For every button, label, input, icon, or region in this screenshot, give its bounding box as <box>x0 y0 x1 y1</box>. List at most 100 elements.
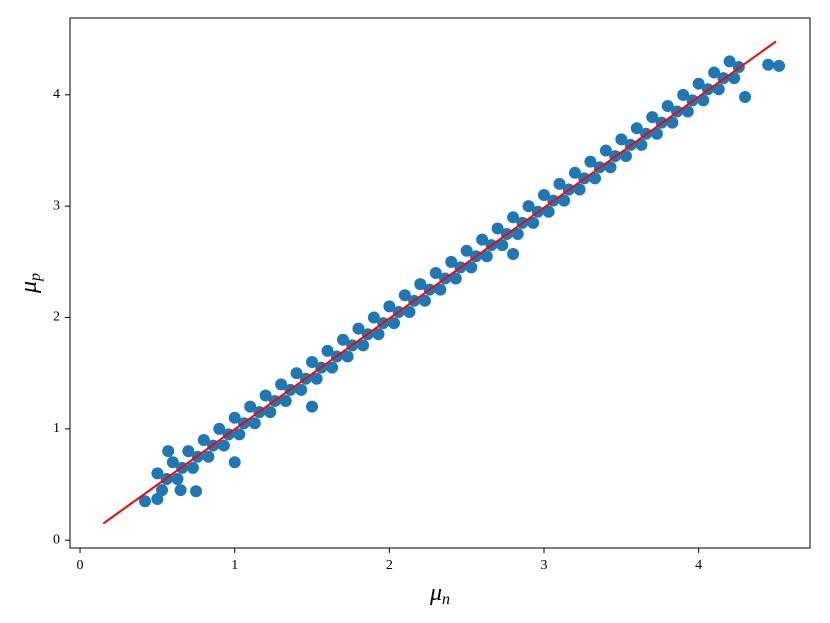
scatter-point <box>584 155 597 168</box>
y-tick-label: 1 <box>53 421 60 436</box>
scatter-point <box>403 305 416 318</box>
scatter-point <box>182 445 195 458</box>
plot-frame <box>69 17 811 549</box>
scatter-point <box>666 116 679 129</box>
scatter-point <box>692 77 705 90</box>
scatter-point <box>352 322 365 335</box>
scatter-point <box>650 127 663 140</box>
y-tick-label: 0 <box>53 532 60 547</box>
scatter-point <box>151 467 164 480</box>
scatter-point <box>460 244 473 257</box>
scatter-point <box>306 400 319 413</box>
scatter-point <box>542 205 555 218</box>
x-tick-label: 4 <box>695 558 702 573</box>
scatter-point <box>507 211 520 224</box>
scatter-point <box>151 493 164 506</box>
scatter-point <box>248 417 261 430</box>
scatter-point <box>681 105 694 118</box>
scatter-point <box>372 328 385 341</box>
scatter-point <box>213 422 226 435</box>
scatter-point <box>414 278 427 291</box>
scatter-point <box>202 450 215 463</box>
scatter-point <box>615 133 628 146</box>
scatter-point <box>677 88 690 101</box>
scatter-point <box>728 72 741 85</box>
scatter-point <box>357 339 370 352</box>
scatter-point <box>171 472 184 485</box>
scatter-point <box>429 266 442 279</box>
scatter-point <box>162 445 175 458</box>
scatter-point <box>604 161 617 174</box>
scatter-point <box>336 333 349 346</box>
x-tick-label: 0 <box>77 558 84 573</box>
scatter-point <box>511 228 524 241</box>
scatter-point <box>465 261 478 274</box>
scatter-point <box>367 311 380 324</box>
scatter-point <box>383 300 396 313</box>
scatter-point <box>445 255 458 268</box>
scatter-point <box>166 456 179 469</box>
scatter-point <box>522 200 535 213</box>
scatter-point <box>635 138 648 151</box>
scatter-point <box>496 239 509 252</box>
scatter-point <box>295 383 308 396</box>
scatter-point <box>646 111 659 124</box>
x-label-subscript: n <box>442 591 450 608</box>
scatter-point <box>228 456 241 469</box>
scatter-point <box>217 439 230 452</box>
scatter-point <box>186 461 199 474</box>
scatter-point <box>739 91 752 104</box>
x-label-symbol: μ <box>429 580 442 606</box>
y-label-subscript: p <box>27 273 44 282</box>
scatter-point <box>476 233 489 246</box>
scatter-point <box>174 484 187 497</box>
scatter-point <box>139 495 152 508</box>
scatter-point <box>630 122 643 135</box>
scatter-point <box>279 395 292 408</box>
x-tick-label: 2 <box>386 558 393 573</box>
scatter-point <box>773 59 786 72</box>
scatter-point <box>190 485 203 498</box>
scatter-point <box>708 66 721 79</box>
scatter-point <box>599 144 612 157</box>
scatter-point <box>275 378 288 391</box>
scatter-point <box>661 99 674 112</box>
scatter-point <box>398 289 411 302</box>
y-tick-label: 2 <box>53 310 60 325</box>
scatter-point <box>306 356 319 369</box>
scatter-point <box>491 222 504 235</box>
scatter-point <box>619 150 632 163</box>
x-tick-label: 1 <box>231 558 238 573</box>
scatter-point <box>573 183 586 196</box>
scatter-point <box>697 94 710 107</box>
scatter-point <box>449 272 462 285</box>
scatter-point <box>527 216 540 229</box>
scatter-point <box>321 344 334 357</box>
scatter-point <box>434 283 447 296</box>
scatter-point <box>762 58 775 71</box>
scatter-point <box>264 406 277 419</box>
x-axis-label: μn <box>429 580 450 608</box>
x-tick-label: 3 <box>541 558 548 573</box>
scatter-point <box>259 389 272 402</box>
scatter-point <box>341 350 354 363</box>
scatter-point <box>197 433 210 446</box>
y-tick-label: 4 <box>53 87 60 102</box>
scatter-point <box>387 317 400 330</box>
scatter-point <box>233 428 246 441</box>
scatter-point <box>310 372 323 385</box>
scatter-point <box>507 248 520 261</box>
scatter-point <box>712 83 725 96</box>
scatter-point <box>589 172 602 185</box>
scatter-point <box>418 294 431 307</box>
scatter-point <box>568 166 581 179</box>
fit-line <box>102 40 777 525</box>
scatter-point <box>244 400 257 413</box>
scatter-point <box>558 194 571 207</box>
scatter-point <box>326 361 339 374</box>
scatter-point <box>553 177 566 190</box>
scatter-point <box>723 55 736 68</box>
scatter-point <box>480 250 493 263</box>
scatter-point <box>228 411 241 424</box>
